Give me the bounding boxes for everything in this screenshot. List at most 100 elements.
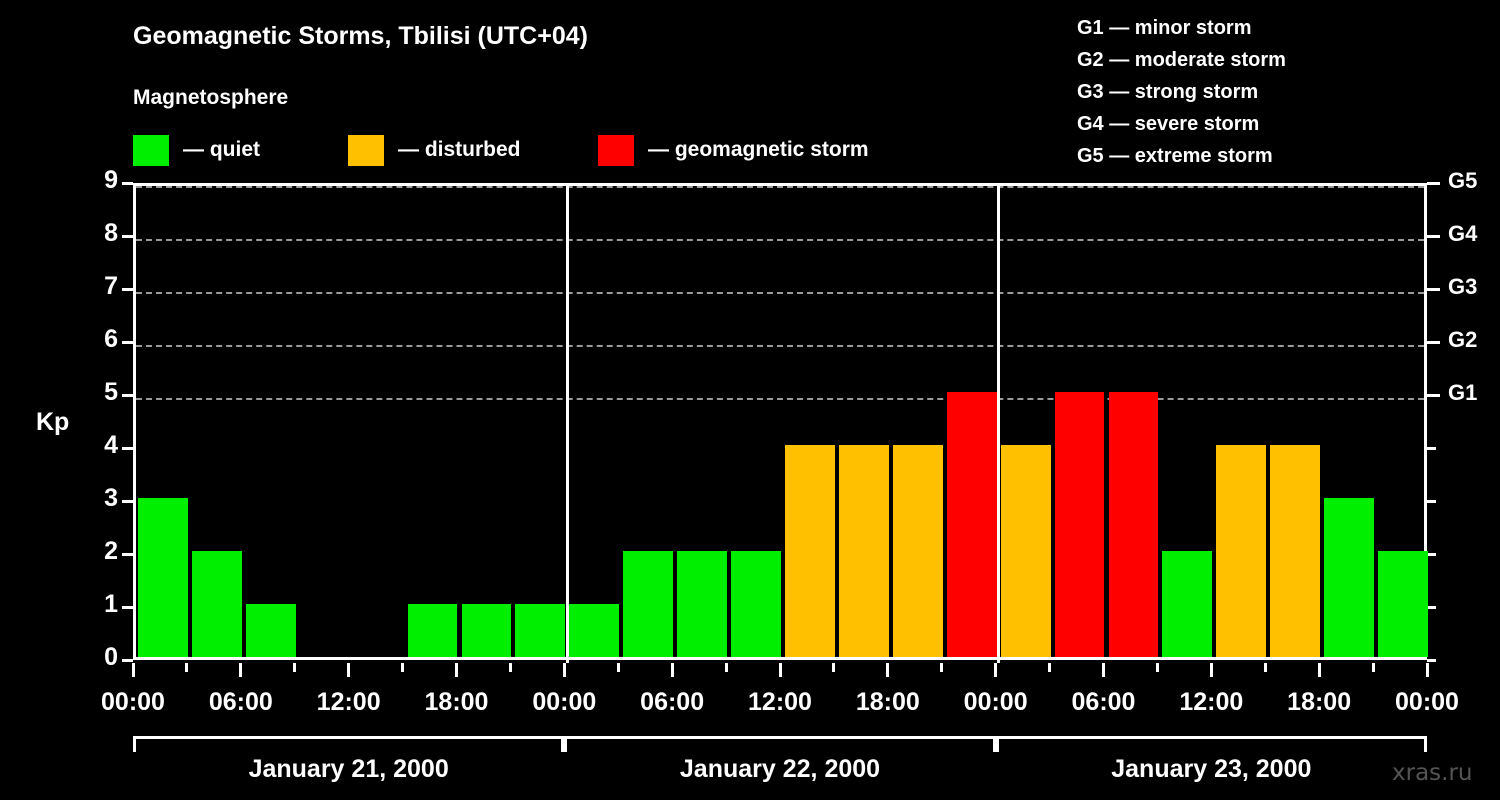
- x-tick-minor-5: [401, 663, 405, 672]
- y-tick-label-3: 3: [104, 484, 118, 512]
- y-axis-title: Kp: [36, 408, 70, 436]
- y-tick-label-5: 5: [104, 378, 118, 406]
- legend-label-disturbed: — disturbed: [398, 138, 521, 161]
- day-bracket-1: [133, 736, 565, 752]
- gridline-kp-6: [136, 345, 1424, 347]
- g-scale-line-4: G4 — severe storm: [1077, 113, 1260, 135]
- legend-label-geomagnetic-storm: — geomagnetic storm: [648, 138, 869, 161]
- bar: [838, 445, 889, 657]
- g-tick-mark-G4: [1427, 234, 1440, 238]
- x-tick-mark-0: [131, 663, 135, 677]
- page-title: Geomagnetic Storms, Tbilisi (UTC+04): [133, 22, 588, 50]
- x-tick-label-10: 12:00: [1179, 688, 1244, 716]
- x-tick-minor-1: [185, 663, 189, 672]
- y-tick-mark-1: [122, 605, 133, 609]
- legend-swatch-disturbed: [348, 134, 384, 166]
- bar-series: [136, 186, 1428, 657]
- g-tick-label-G2: G2: [1448, 327, 1478, 352]
- x-tick-minor-9: [616, 663, 620, 672]
- x-tick-minor-3: [293, 663, 297, 672]
- x-tick-mark-5: [670, 663, 674, 677]
- x-tick-label-9: 06:00: [1071, 688, 1136, 716]
- y-tick-label-8: 8: [104, 219, 118, 247]
- day-label-2: January 22, 2000: [679, 755, 881, 783]
- x-tick-mark-8: [994, 663, 998, 677]
- g-scale-line-5: G5 — extreme storm: [1077, 145, 1273, 167]
- legend-label-quiet: — quiet: [183, 138, 260, 161]
- x-tick-minor-23: [1371, 663, 1375, 672]
- chart-subtitle: Magnetosphere: [133, 86, 289, 109]
- y-tick-label-7: 7: [104, 272, 118, 300]
- bar: [1270, 445, 1321, 657]
- y-tick-mark-5: [122, 393, 133, 397]
- day-label-1: January 21, 2000: [248, 755, 449, 783]
- x-tick-mark-6: [778, 663, 782, 677]
- y-tick-mark-9: [122, 181, 133, 185]
- bar: [1216, 445, 1267, 657]
- x-tick-minor-21: [1263, 663, 1267, 672]
- bar: [677, 551, 728, 657]
- y-tick-mark-0: [122, 658, 133, 662]
- x-tick-label-2: 12:00: [316, 688, 381, 716]
- x-tick-mark-7: [886, 663, 890, 677]
- y-tick-mark-2: [122, 552, 133, 556]
- bar: [461, 604, 512, 657]
- day-label-3: January 23, 2000: [1111, 755, 1312, 783]
- y-tick-label-1: 1: [104, 590, 118, 618]
- day-separator-2: [997, 186, 1001, 663]
- bar: [1324, 498, 1375, 657]
- y-tick-label-9: 9: [104, 166, 118, 194]
- y-tick-mark-4: [122, 446, 133, 450]
- x-tick-label-5: 06:00: [640, 688, 705, 716]
- g-tick-label-G3: G3: [1448, 274, 1478, 299]
- legend-swatch-quiet: [133, 134, 169, 166]
- x-tick-mark-3: [455, 663, 458, 677]
- x-tick-minor-7: [508, 663, 512, 672]
- g-tick-mark-G2: [1427, 340, 1440, 344]
- x-tick-mark-12: [1425, 663, 1429, 677]
- legend-swatch-geomagnetic-storm: [598, 134, 634, 166]
- g-axis-minor-tick-4: [1427, 446, 1436, 450]
- gridline-kp-9: [136, 186, 1424, 188]
- g-tick-label-G4: G4: [1448, 221, 1478, 246]
- x-tick-mark-11: [1317, 663, 1321, 677]
- day-bracket-2: [564, 736, 996, 752]
- g-tick-label-G1: G1: [1448, 380, 1478, 405]
- legend-item-disturbed: — disturbed: [348, 133, 521, 167]
- gridline-kp-8: [136, 239, 1424, 241]
- y-tick-label-2: 2: [104, 537, 118, 565]
- bar: [731, 551, 781, 657]
- bar: [191, 551, 242, 657]
- bar: [1000, 445, 1051, 657]
- g-tick-mark-G5: [1427, 181, 1440, 185]
- bar: [245, 604, 296, 657]
- g-axis-minor-tick-1: [1427, 605, 1436, 609]
- bar: [1378, 551, 1428, 657]
- x-tick-label-6: 12:00: [748, 688, 812, 716]
- bar: [946, 392, 997, 657]
- bar: [785, 445, 835, 657]
- x-tick-label-0: 00:00: [101, 688, 165, 716]
- x-tick-minor-13: [832, 663, 836, 672]
- y-tick-label-4: 4: [104, 431, 118, 459]
- bar: [1162, 551, 1213, 657]
- y-tick-mark-8: [122, 234, 133, 238]
- x-tick-label-1: 06:00: [208, 688, 273, 716]
- x-tick-label-3: 18:00: [424, 688, 489, 716]
- g-tick-mark-G1: [1427, 393, 1440, 397]
- y-tick-mark-7: [122, 287, 133, 291]
- x-tick-mark-10: [1209, 663, 1213, 677]
- g-scale-line-1: G1 — minor storm: [1077, 17, 1252, 39]
- bar: [407, 604, 458, 657]
- day-separator-1: [565, 186, 569, 663]
- bar: [569, 604, 620, 657]
- bar: [1054, 392, 1105, 657]
- bar: [138, 498, 188, 657]
- x-tick-label-12: 00:00: [1395, 688, 1459, 716]
- x-tick-mark-1: [239, 663, 243, 677]
- y-tick-label-0: 0: [104, 643, 118, 671]
- y-tick-mark-3: [122, 499, 133, 503]
- x-tick-label-11: 18:00: [1287, 688, 1352, 716]
- y-tick-mark-6: [122, 340, 133, 344]
- gridline-kp-7: [136, 292, 1424, 294]
